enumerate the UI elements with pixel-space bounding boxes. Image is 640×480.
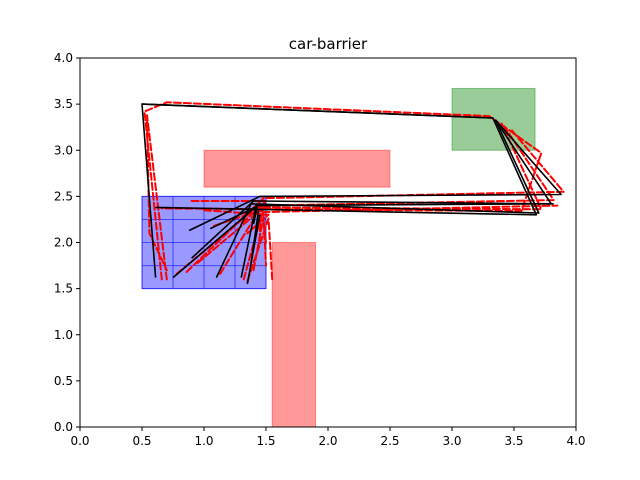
axes-layer: 0.0 0.5 1.0 1.5 2.0 2.5 3.0 3.5 4.0 0.0 0.5 1.0 1.5 2… — [54, 51, 586, 448]
obstacle-1 — [271, 242, 317, 428]
x-tick-label-5: 2.5 — [380, 434, 399, 448]
x-tick-label-2: 1.0 — [194, 434, 213, 448]
x-tick-label-0: 0.0 — [70, 434, 89, 448]
y-tick-label-5: 2.5 — [54, 189, 73, 203]
x-tick-label-3: 1.5 — [256, 434, 275, 448]
reference-path-2 — [191, 119, 553, 259]
y-tick-label-2: 1.0 — [54, 328, 73, 342]
tracked-path-4 — [219, 122, 543, 275]
tracked-path-0 — [143, 101, 543, 281]
obstacle-0 — [203, 149, 391, 188]
reference-path-1 — [188, 119, 562, 232]
x-tick-label-6: 3.0 — [442, 434, 461, 448]
y-tick-label-3: 1.5 — [54, 282, 73, 296]
y-tick-label-4: 2.0 — [54, 236, 73, 250]
reference-corner-path — [141, 103, 493, 119]
chart-title: car-barrier — [289, 35, 368, 53]
tracked-path-6 — [252, 215, 267, 272]
y-tick-label-8: 4.0 — [54, 51, 73, 65]
x-tick-label-8: 4.0 — [566, 434, 585, 448]
y-tick-label-0: 0.0 — [54, 420, 73, 434]
tracked-path-7 — [246, 217, 274, 283]
x-tick-label-7: 3.5 — [504, 434, 523, 448]
tracked-path-11 — [203, 209, 270, 235]
reference-path-8 — [209, 206, 256, 230]
reference-path-6 — [246, 214, 261, 285]
x-tick-label-1: 0.5 — [132, 434, 151, 448]
reference-path-3 — [215, 119, 540, 278]
reference-path-7 — [172, 204, 259, 279]
y-tick-label-7: 3.5 — [54, 97, 73, 111]
y-tick-label-6: 3.0 — [54, 143, 73, 157]
y-tick-label-1: 0.5 — [54, 374, 73, 388]
paths-layer — [141, 101, 565, 285]
x-tick-label-4: 2.0 — [318, 434, 337, 448]
